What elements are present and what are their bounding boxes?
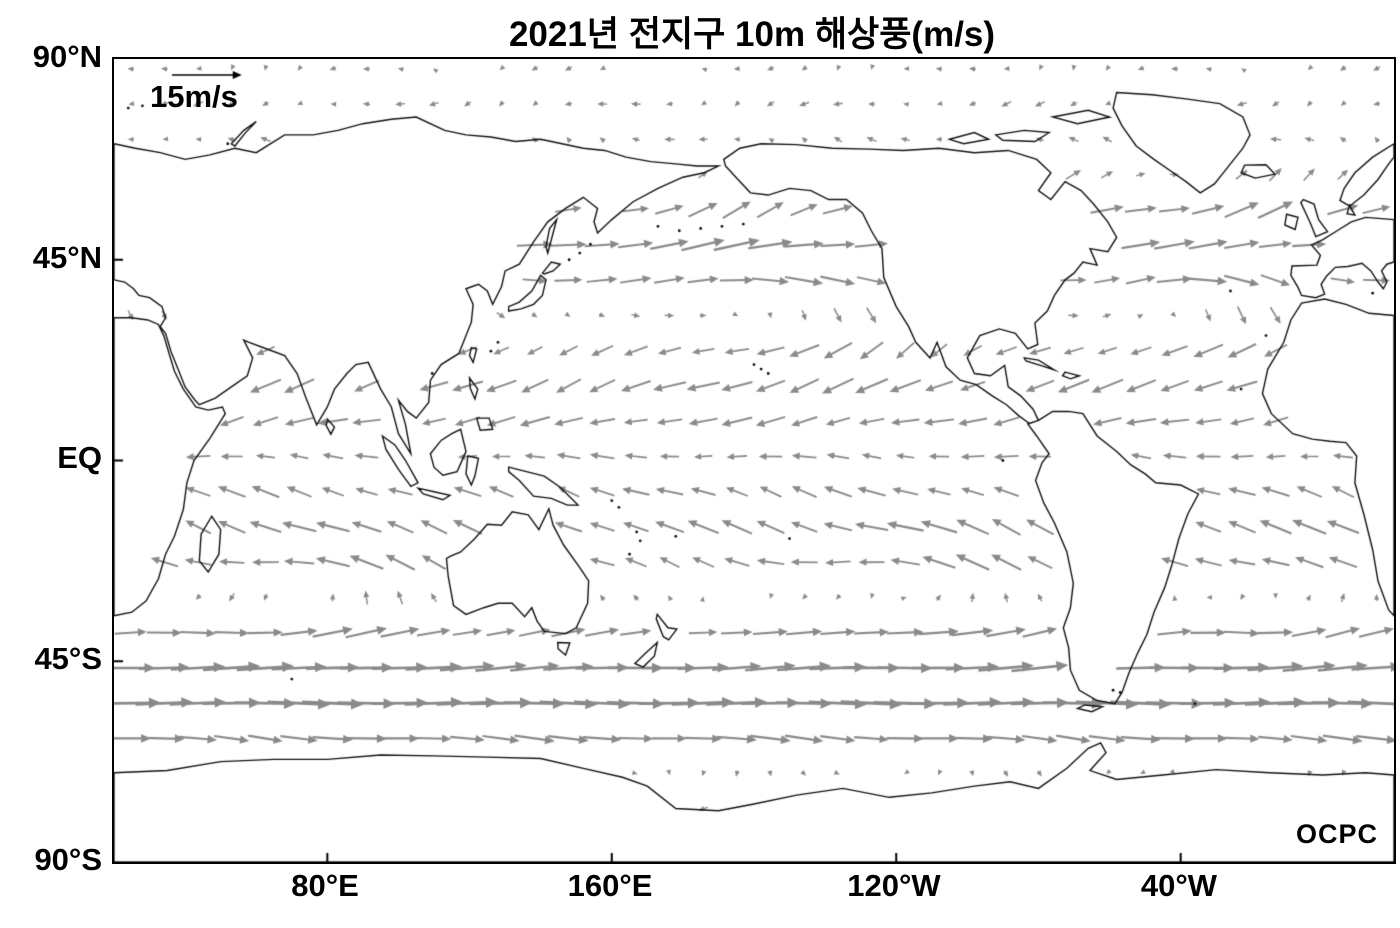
y-tick-label-45n: 45°N — [32, 240, 102, 275]
x-tick-label-40w: 40°W — [1140, 868, 1218, 903]
ocpc-logo: OCPC — [1295, 819, 1378, 849]
y-tick-label-90n: 90°N — [32, 39, 102, 74]
y-tick-label-eq: EQ — [57, 440, 102, 475]
map-plot-area: 15m/s OCPC — [112, 57, 1396, 864]
reference-arrow-label: 15m/s — [150, 79, 238, 114]
x-tick-label-160e: 160°E — [567, 868, 653, 903]
chart-title: 2021년 전지구 10m 해상풍(m/s) — [508, 15, 996, 54]
y-tick-label-90s: 90°S — [34, 842, 102, 877]
y-tick-label-45s: 45°S — [34, 641, 102, 676]
x-tick-label-120w: 120°W — [847, 868, 941, 903]
x-tick-label-80e: 80°E — [291, 868, 359, 903]
wind-map-canvas — [114, 59, 1394, 862]
